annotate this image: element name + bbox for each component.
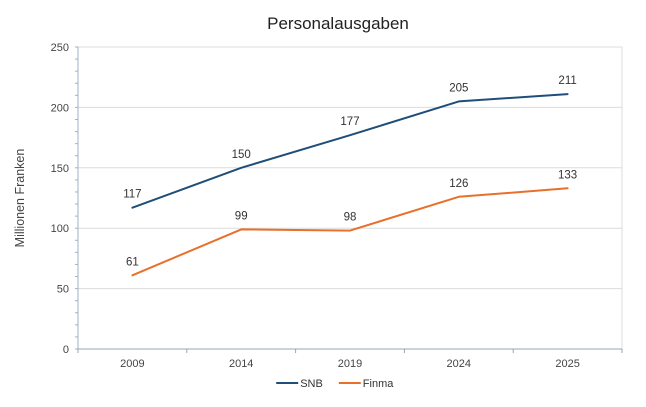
legend-label: SNB [300, 378, 323, 390]
data-labels: 117 150 177 205 211 61 99 98 126 133 [123, 75, 577, 268]
y-tick-label: 200 [51, 102, 69, 114]
legend-label: Finma [363, 378, 394, 390]
y-tick-label: 0 [63, 344, 69, 356]
data-label-snb: 177 [340, 116, 359, 128]
data-label-finma: 133 [558, 169, 577, 181]
y-tick-label: 150 [51, 163, 69, 175]
data-label-finma: 61 [126, 256, 139, 268]
x-tick-label: 2025 [555, 358, 579, 370]
legend-item-snb[interactable]: SNB [276, 378, 323, 390]
legend: SNB Finma [276, 378, 394, 390]
series-lines [131, 93, 569, 277]
y-tick-label: 250 [51, 42, 69, 54]
x-tick-label: 2009 [120, 358, 144, 370]
data-label-finma: 126 [449, 178, 468, 190]
legend-item-finma[interactable]: Finma [338, 378, 394, 390]
series-line-snb [131, 93, 569, 209]
chart-title: Personalausgaben [267, 14, 409, 33]
y-tick-label: 50 [57, 284, 69, 296]
x-tick-label: 2019 [338, 358, 362, 370]
data-label-snb: 211 [558, 75, 576, 87]
y-axis-label: Millionen Franken [13, 149, 27, 248]
y-tick-label: 100 [51, 223, 69, 235]
series-line-finma [131, 187, 569, 277]
gridlines [78, 46, 623, 349]
data-label-snb: 117 [123, 189, 141, 201]
axes: 0 50 100 150 200 250 2009 2014 2019 2024 2025 [51, 42, 623, 370]
data-label-finma: 98 [344, 212, 357, 224]
x-tick-label: 2024 [447, 358, 471, 370]
x-tick-label: 2014 [229, 358, 253, 370]
data-label-snb: 205 [449, 82, 468, 94]
data-label-finma: 99 [235, 210, 248, 222]
data-label-snb: 150 [232, 149, 251, 161]
